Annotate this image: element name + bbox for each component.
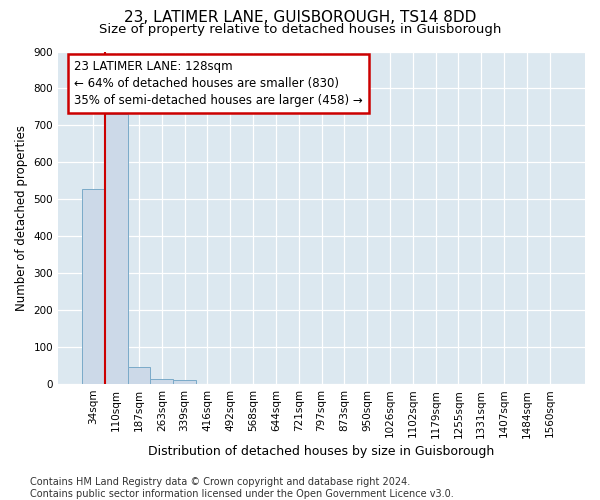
Text: Size of property relative to detached houses in Guisborough: Size of property relative to detached ho…: [99, 22, 501, 36]
Bar: [151, 379, 173, 384]
Y-axis label: Number of detached properties: Number of detached properties: [15, 124, 28, 310]
Text: 23, LATIMER LANE, GUISBOROUGH, TS14 8DD: 23, LATIMER LANE, GUISBOROUGH, TS14 8DD: [124, 10, 476, 25]
Text: 23 LATIMER LANE: 128sqm
← 64% of detached houses are smaller (830)
35% of semi-d: 23 LATIMER LANE: 128sqm ← 64% of detache…: [74, 60, 362, 107]
X-axis label: Distribution of detached houses by size in Guisborough: Distribution of detached houses by size …: [148, 444, 494, 458]
Bar: [128, 366, 151, 384]
Bar: [173, 380, 196, 384]
Bar: [82, 190, 105, 384]
Bar: [105, 114, 128, 384]
Text: Contains HM Land Registry data © Crown copyright and database right 2024.
Contai: Contains HM Land Registry data © Crown c…: [30, 478, 454, 499]
